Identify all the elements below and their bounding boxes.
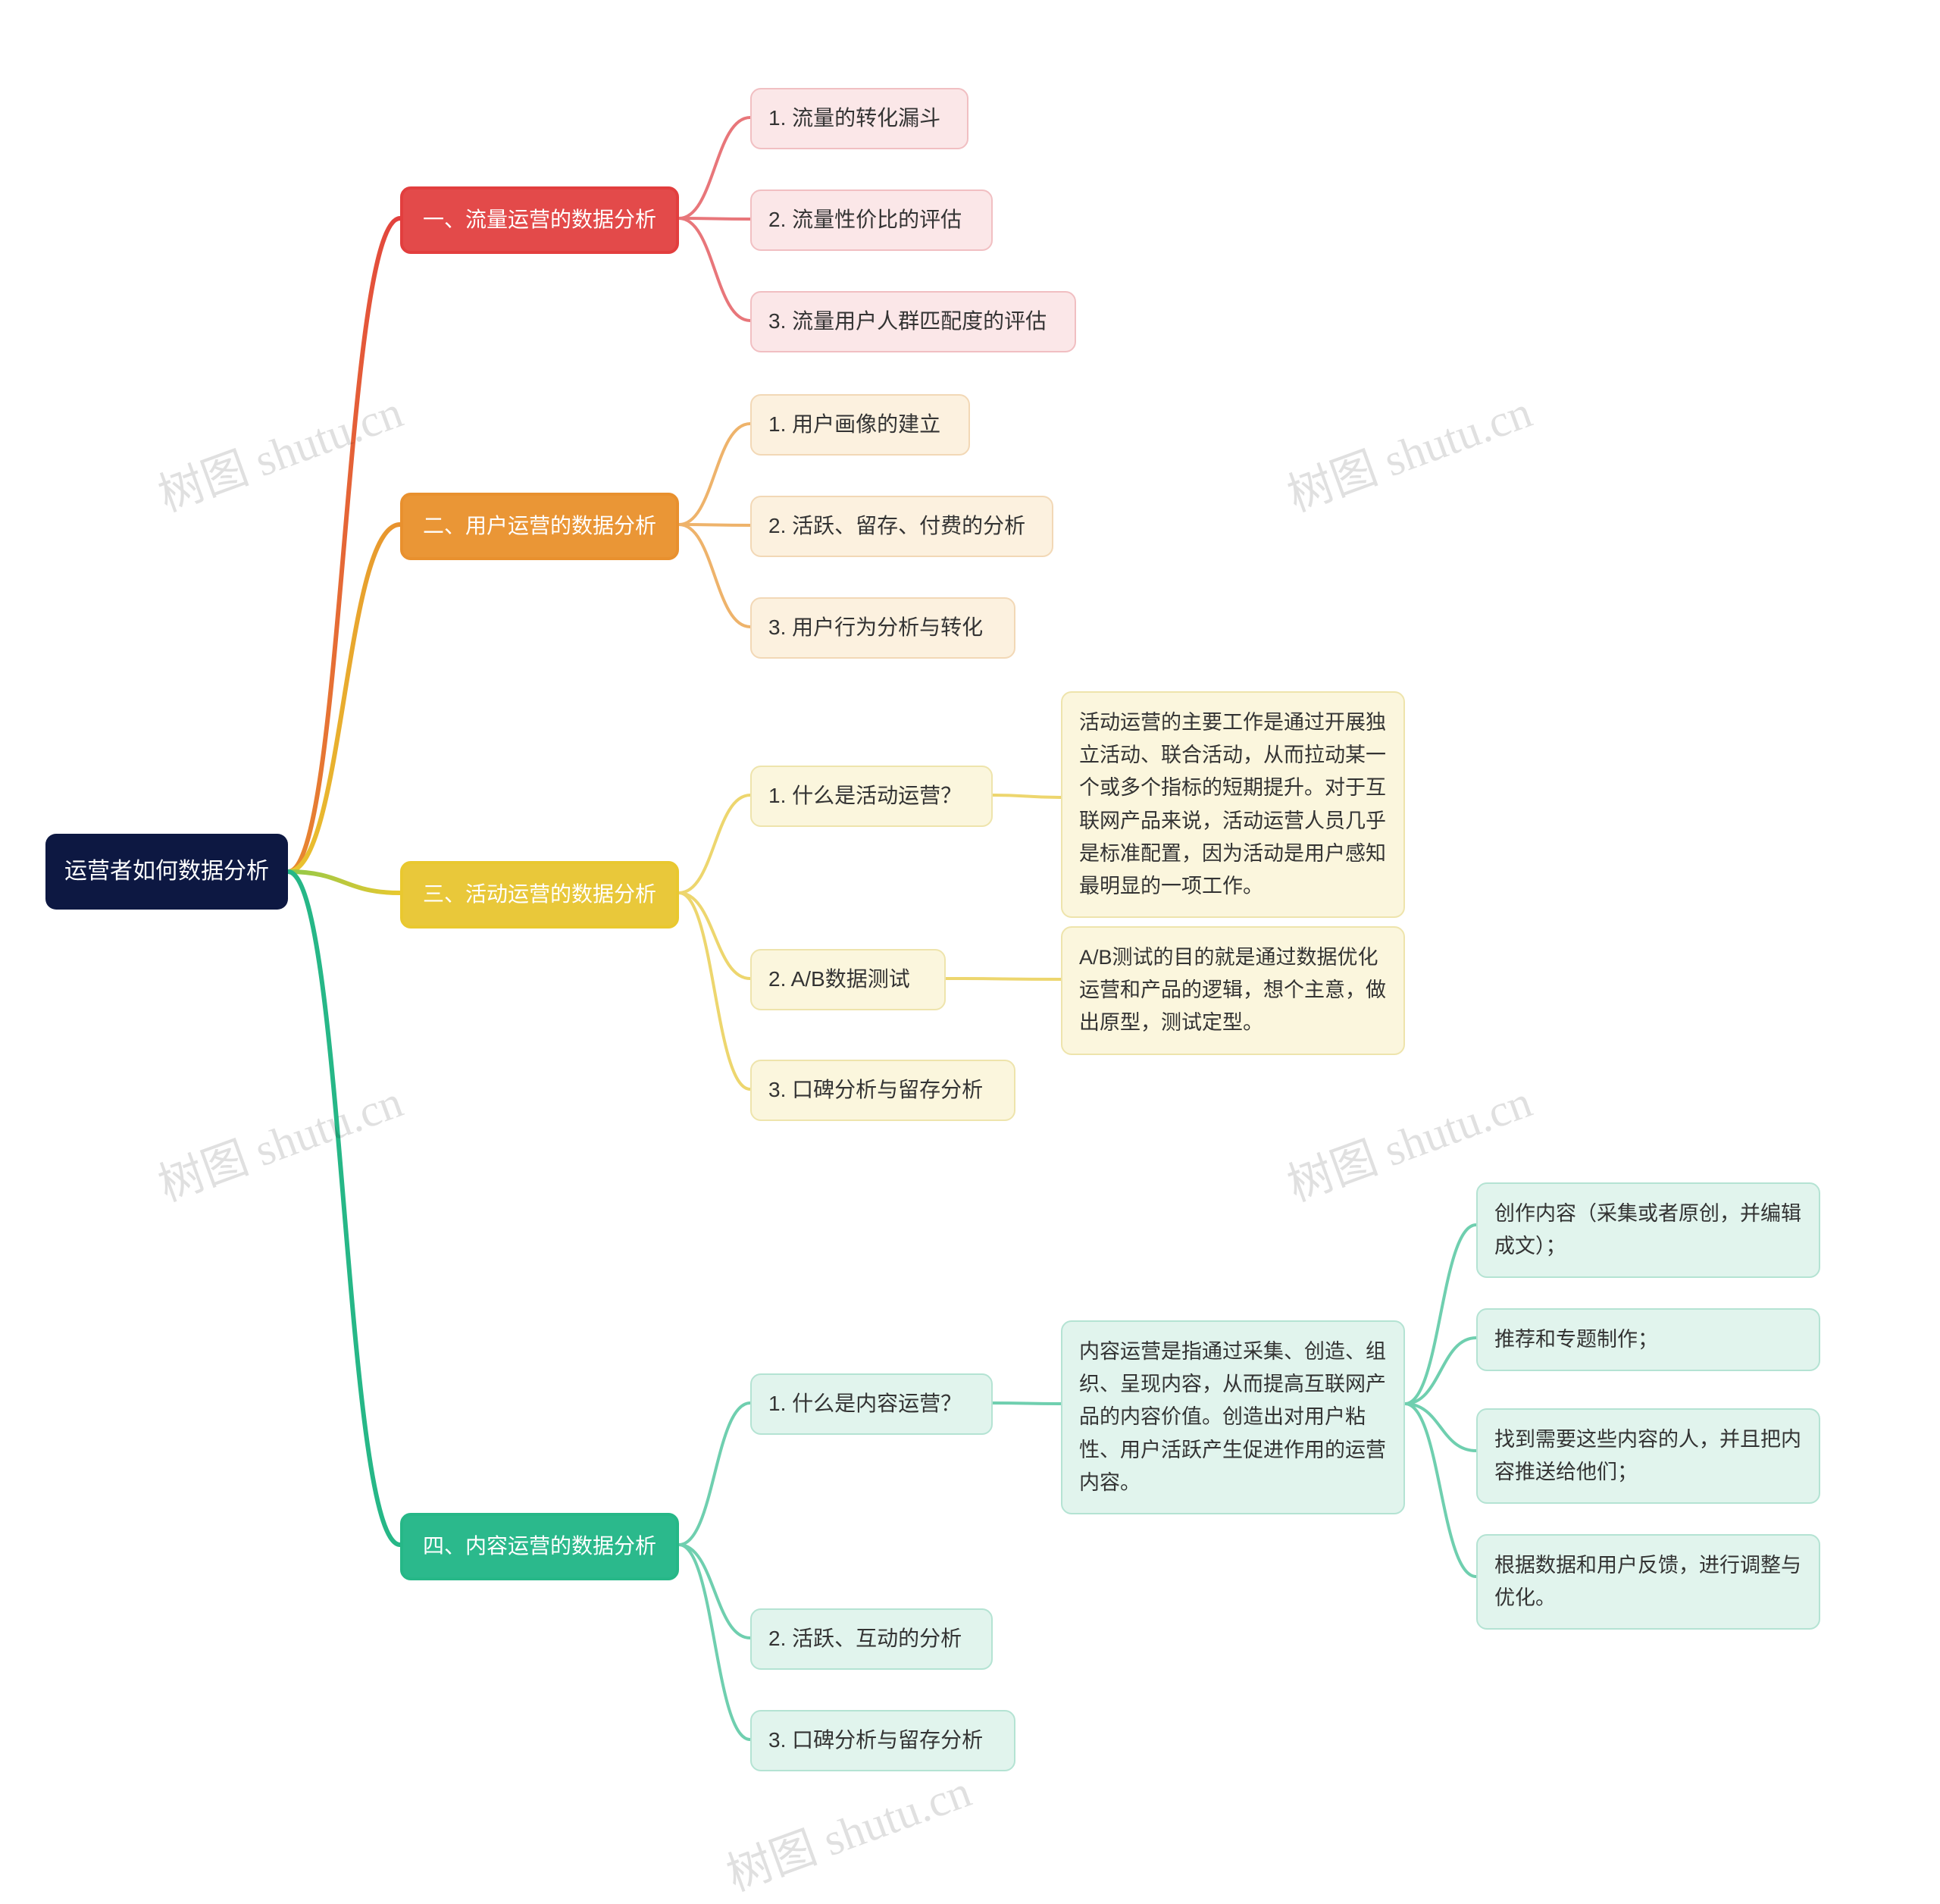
branch-b3[interactable]: 三、活动运营的数据分析: [400, 861, 679, 929]
leaf-b4-1[interactable]: 2. 活跃、互动的分析: [750, 1608, 993, 1670]
watermark-1: 树图 shutu.cn: [1277, 375, 1539, 525]
watermark-2: 树图 shutu.cn: [148, 1065, 410, 1214]
sub-b4-0-0: 创作内容（采集或者原创，并编辑成文）；: [1476, 1182, 1820, 1278]
watermark-0: 树图 shutu.cn: [148, 375, 410, 525]
desc-b3-0: 活动运营的主要工作是通过开展独立活动、联合活动，从而拉动某一个或多个指标的短期提…: [1061, 691, 1405, 918]
leaf-b1-2[interactable]: 3. 流量用户人群匹配度的评估: [750, 291, 1076, 352]
desc-b4-0: 内容运营是指通过采集、创造、组织、呈现内容，从而提高互联网产品的内容价值。创造出…: [1061, 1320, 1405, 1514]
leaf-b2-2[interactable]: 3. 用户行为分析与转化: [750, 597, 1015, 659]
leaf-b4-0[interactable]: 1. 什么是内容运营？: [750, 1373, 993, 1435]
sub-b4-0-3: 根据数据和用户反馈，进行调整与优化。: [1476, 1534, 1820, 1630]
root-node[interactable]: 运营者如何数据分析: [45, 834, 288, 910]
sub-b4-0-1: 推荐和专题制作；: [1476, 1308, 1820, 1371]
leaf-b3-1[interactable]: 2. A/B数据测试: [750, 949, 946, 1010]
leaf-b2-0[interactable]: 1. 用户画像的建立: [750, 394, 970, 456]
watermark-4: 树图 shutu.cn: [716, 1755, 978, 1904]
leaf-b3-2[interactable]: 3. 口碑分析与留存分析: [750, 1060, 1015, 1121]
leaf-b4-2[interactable]: 3. 口碑分析与留存分析: [750, 1710, 1015, 1771]
leaf-b2-1[interactable]: 2. 活跃、留存、付费的分析: [750, 496, 1053, 557]
branch-b1[interactable]: 一、流量运营的数据分析: [400, 186, 679, 254]
leaf-b1-1[interactable]: 2. 流量性价比的评估: [750, 189, 993, 251]
branch-b2[interactable]: 二、用户运营的数据分析: [400, 493, 679, 560]
leaf-b3-0[interactable]: 1. 什么是活动运营？: [750, 766, 993, 827]
desc-b3-1: A/B测试的目的就是通过数据优化运营和产品的逻辑，想个主意，做出原型，测试定型。: [1061, 926, 1405, 1055]
sub-b4-0-2: 找到需要这些内容的人，并且把内容推送给他们；: [1476, 1408, 1820, 1504]
leaf-b1-0[interactable]: 1. 流量的转化漏斗: [750, 88, 968, 149]
branch-b4[interactable]: 四、内容运营的数据分析: [400, 1513, 679, 1580]
